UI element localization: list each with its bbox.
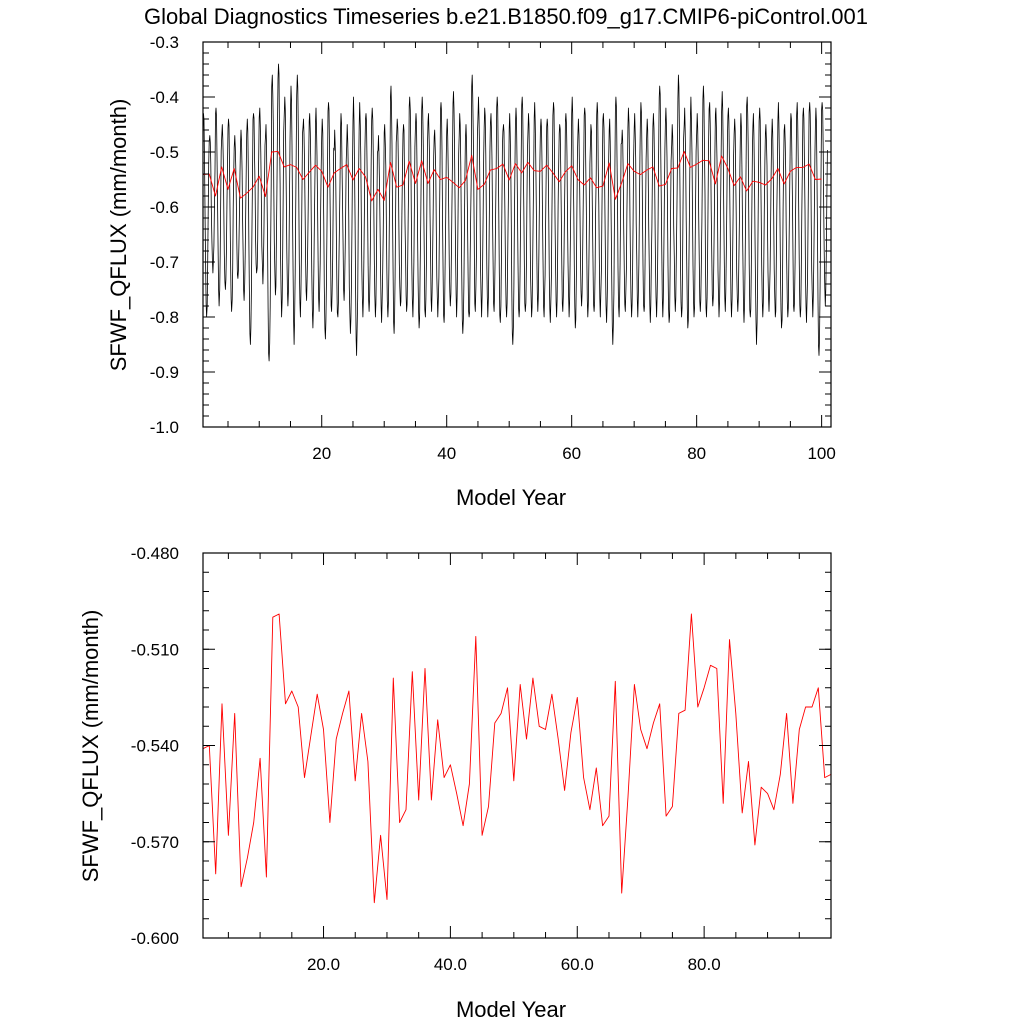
bottom-x-tick-label: 80.0	[688, 955, 721, 974]
top-series-annual-mean-line	[202, 150, 822, 202]
top-y-tick-label: -0.3	[150, 33, 179, 52]
bottom-y-tick-label: -0.600	[131, 929, 179, 948]
bottom-panel: 20.0 40.0 60.0 80.0 -0.480 -0.510 -0.540 -0.570…	[78, 544, 832, 1022]
top-panel-ticks: 20 40 60 80 100 -0.3 -0.4 -0.5 -0.6 -0.7 -0.8 -0.9 -…	[150, 33, 836, 463]
top-y-tick-label: -1.0	[150, 418, 179, 437]
bottom-plot-frame	[202, 552, 832, 939]
bottom-panel-ticks: 20.0 40.0 60.0 80.0 -0.480 -0.510 -0.540 -0.570…	[131, 544, 831, 974]
bottom-x-tick-label: 60.0	[561, 955, 594, 974]
top-x-tick-label: 100	[807, 444, 835, 463]
bottom-y-tick-label: -0.510	[131, 640, 179, 659]
bottom-y-axis-label: SFWF_QFLUX (mm/month)	[78, 610, 103, 883]
bottom-series-annual-mean-line	[202, 613, 832, 904]
figure-title: Global Diagnostics Timeseries b.e21.B185…	[144, 4, 868, 29]
bottom-y-tick-label: -0.570	[131, 833, 179, 852]
top-y-tick-label: -0.6	[150, 198, 179, 217]
top-y-tick-label: -0.7	[150, 253, 179, 272]
top-y-axis-label: SFWF_QFLUX (mm/month)	[106, 99, 131, 372]
top-panel-marks	[202, 63, 828, 362]
top-x-tick-label: 60	[562, 444, 581, 463]
top-x-tick-label: 20	[312, 444, 331, 463]
top-y-tick-label: -0.4	[150, 88, 179, 107]
top-series-monthly-line	[202, 63, 828, 362]
bottom-panel-marks	[202, 613, 832, 904]
bottom-x-tick-label: 20.0	[307, 955, 340, 974]
top-panel: 20 40 60 80 100 -0.3 -0.4 -0.5 -0.6 -0.7 -0.8 -0.9 -…	[106, 33, 836, 510]
top-y-tick-label: -0.8	[150, 308, 179, 327]
top-x-tick-label: 40	[437, 444, 456, 463]
bottom-x-tick-label: 40.0	[434, 955, 467, 974]
top-plot-frame	[202, 41, 832, 428]
top-y-tick-label: -0.5	[150, 143, 179, 162]
top-x-axis-label: Model Year	[456, 485, 566, 510]
top-y-tick-label: -0.9	[150, 363, 179, 382]
bottom-x-axis-label: Model Year	[456, 997, 566, 1022]
top-x-tick-label: 80	[687, 444, 706, 463]
bottom-y-tick-label: -0.540	[131, 737, 179, 756]
bottom-y-tick-label: -0.480	[131, 544, 179, 563]
